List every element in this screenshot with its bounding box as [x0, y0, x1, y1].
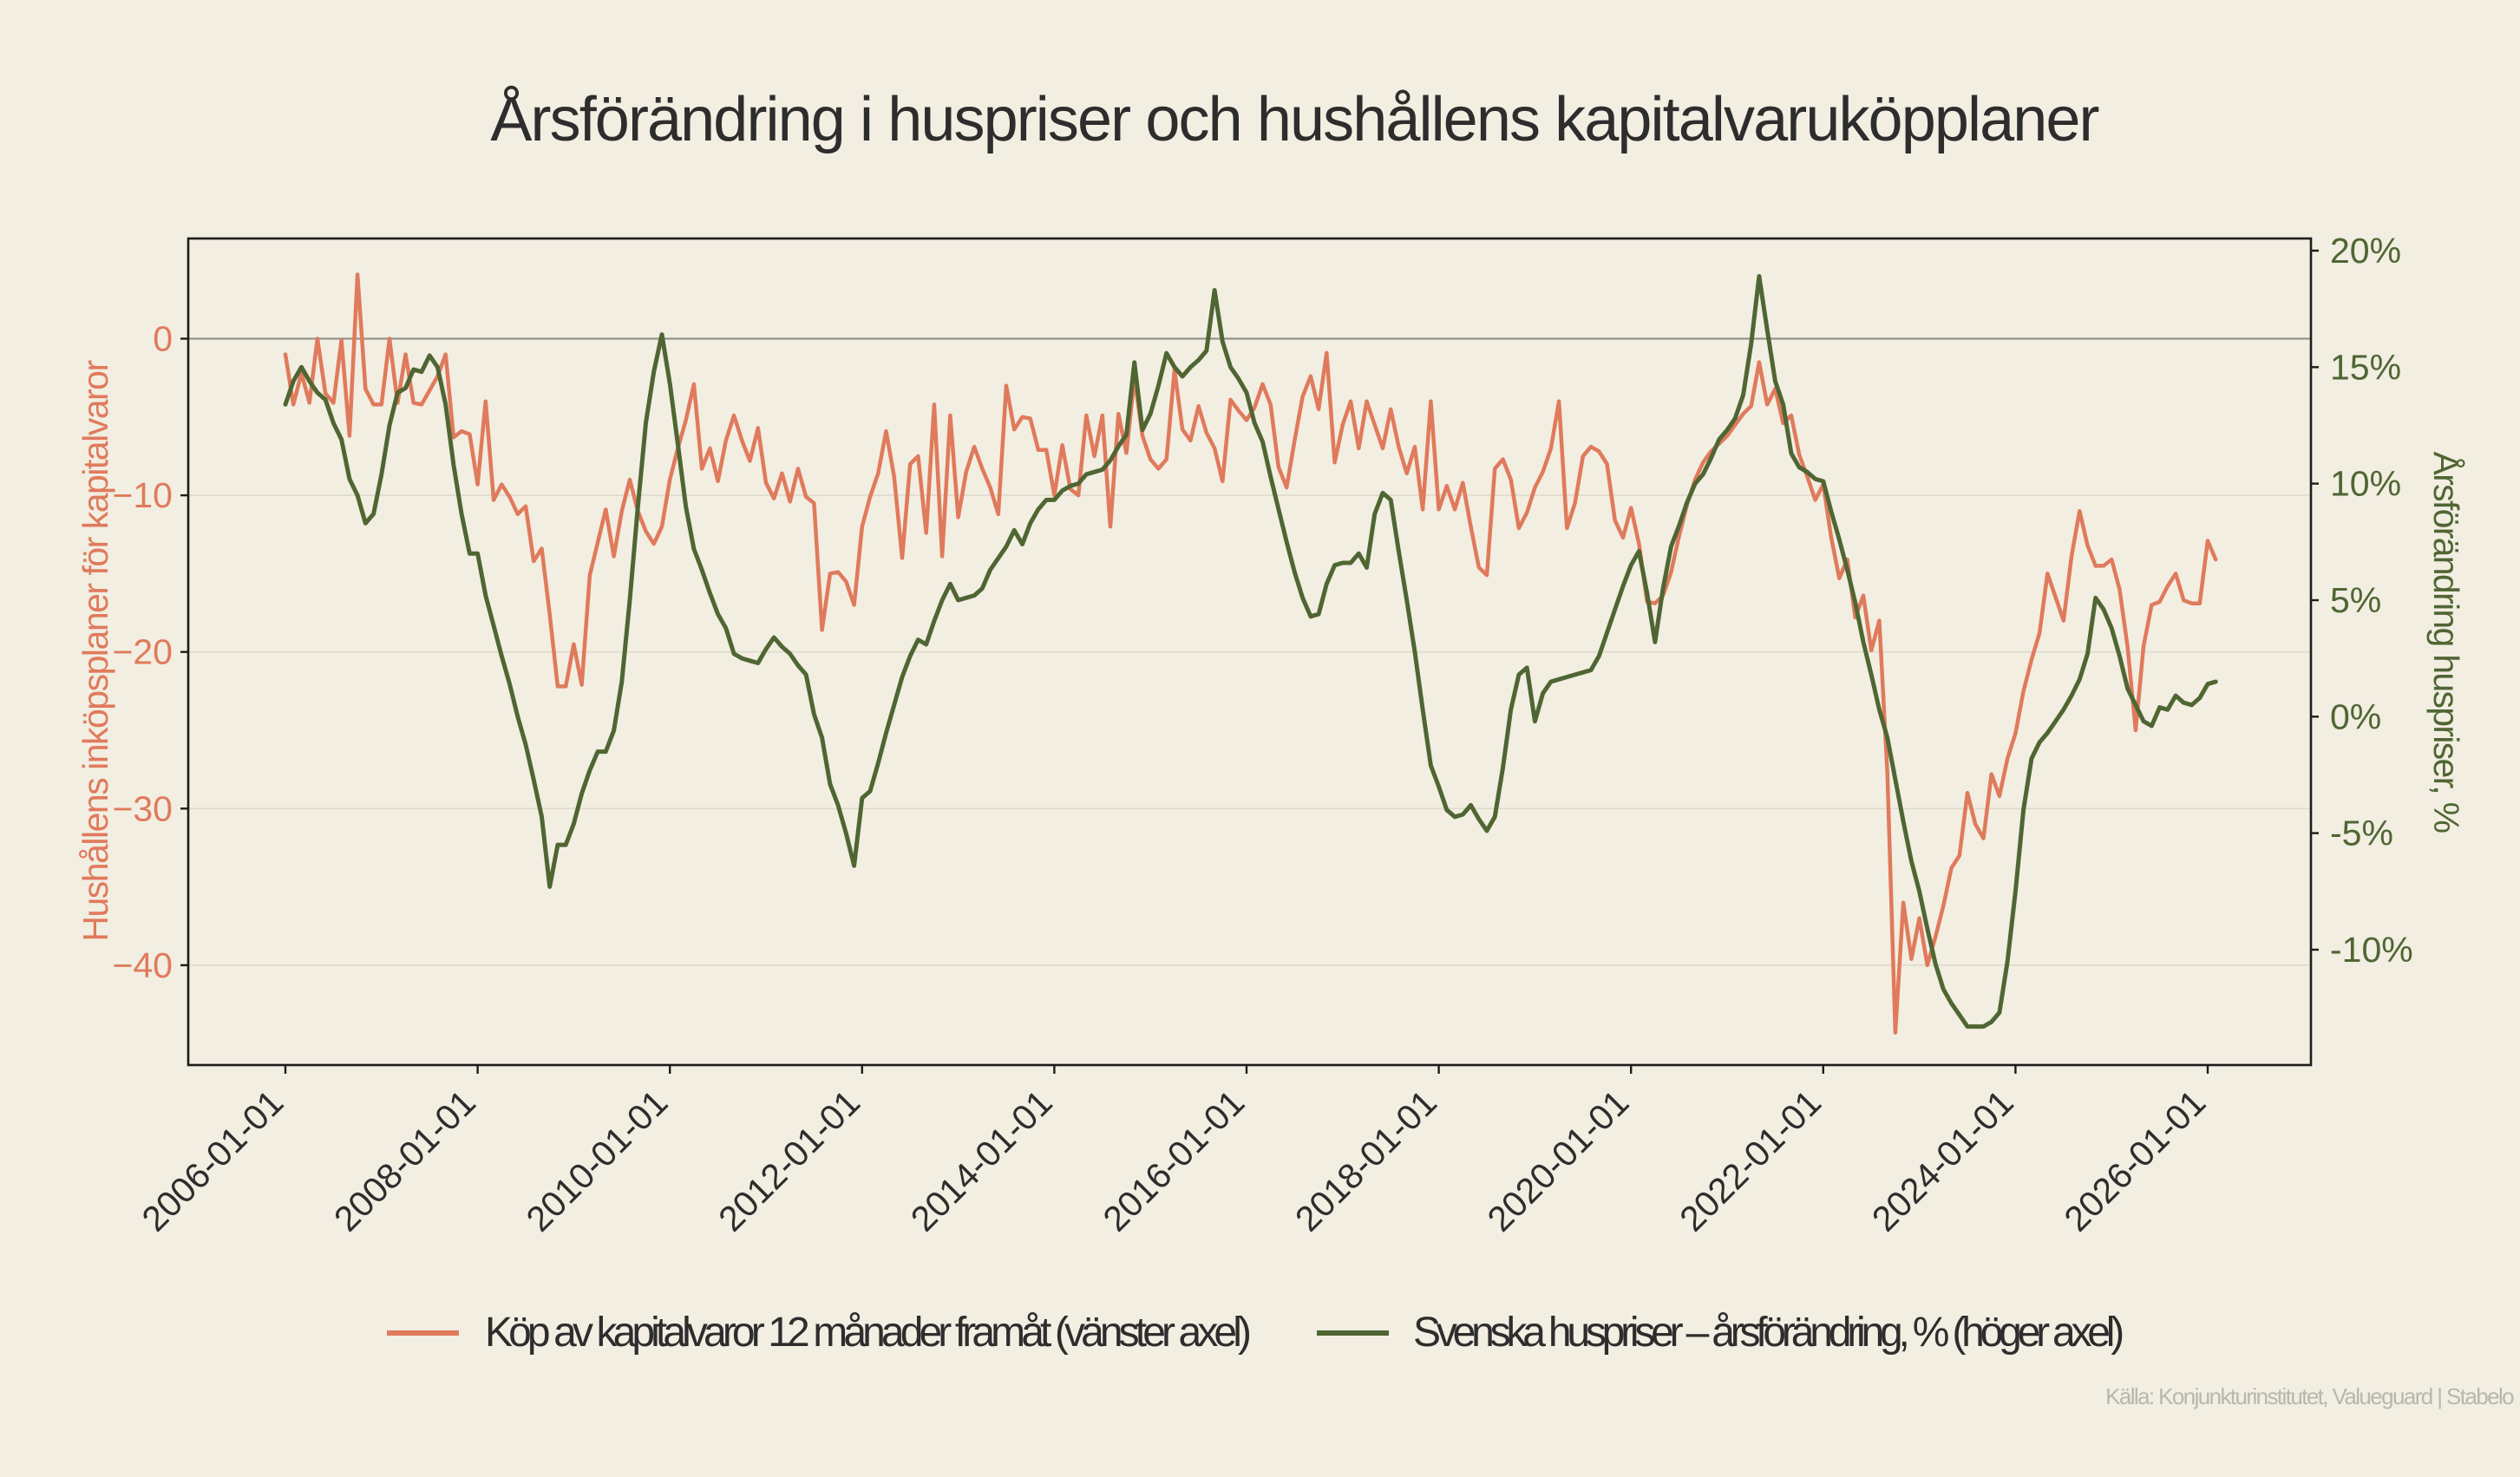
- svg-text:Källa: Konjunkturinstitutet, V: Källa: Konjunkturinstitutet, Valueguard …: [2105, 1383, 2514, 1409]
- svg-text:Svenska huspriser – årsförändr: Svenska huspriser – årsförändring, % (hö…: [1413, 1310, 2123, 1356]
- svg-text:0: 0: [153, 319, 173, 359]
- svg-text:15%: 15%: [2330, 347, 2401, 387]
- svg-text:Årsförändring i huspriser och: Årsförändring i huspriser och hushållens…: [490, 85, 2098, 154]
- svg-text:−40: −40: [112, 945, 173, 985]
- svg-text:5%: 5%: [2330, 580, 2381, 620]
- svg-text:Köp av kapitalvaror 12 månader: Köp av kapitalvaror 12 månader framåt (v…: [485, 1310, 1250, 1356]
- svg-text:10%: 10%: [2330, 464, 2401, 504]
- svg-text:20%: 20%: [2330, 231, 2401, 271]
- svg-text:−30: −30: [112, 788, 173, 828]
- svg-text:-10%: -10%: [2330, 930, 2413, 970]
- svg-text:Hushållens inköpsplaner för ka: Hushållens inköpsplaner för kapitalvaror: [75, 361, 115, 942]
- svg-text:−10: −10: [112, 475, 173, 515]
- svg-text:−20: −20: [112, 632, 173, 672]
- svg-text:-5%: -5%: [2330, 814, 2393, 853]
- svg-text:0%: 0%: [2330, 696, 2381, 736]
- svg-text:Årsförändring huspriser, %: Årsförändring huspriser, %: [2426, 452, 2466, 833]
